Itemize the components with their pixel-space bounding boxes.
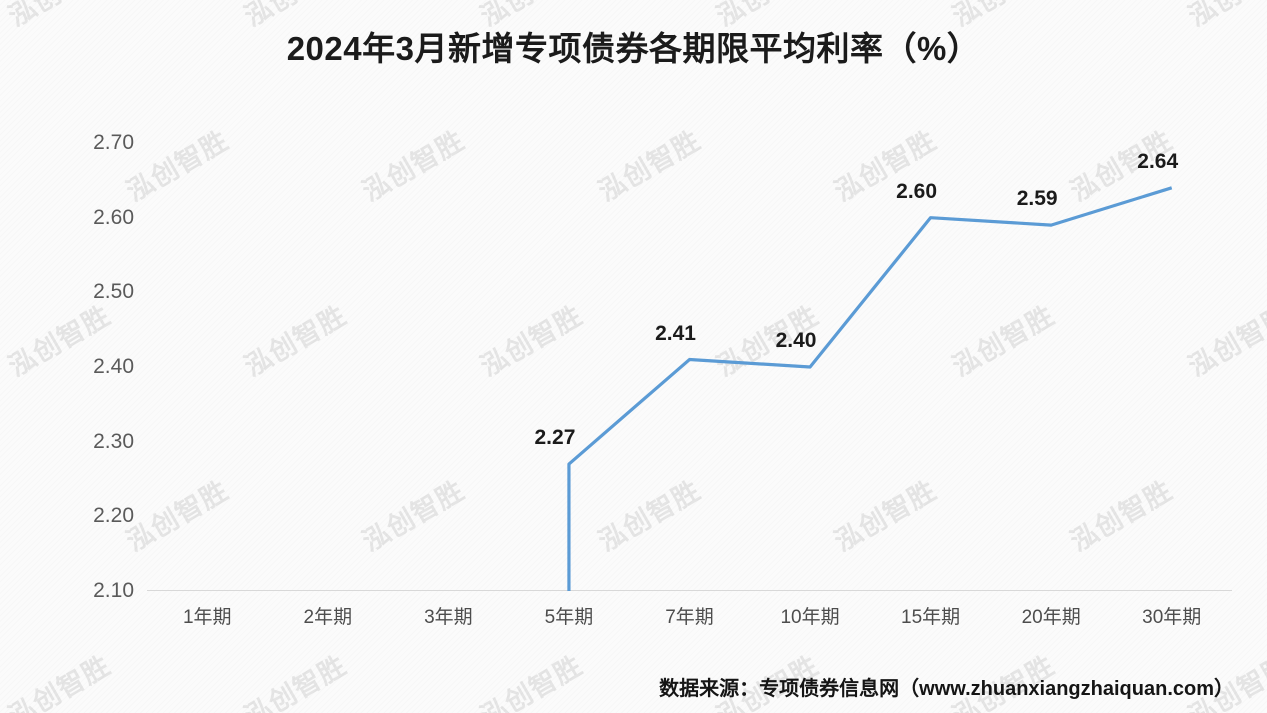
y-axis-tick-label: 2.60	[93, 205, 134, 229]
x-axis-tick-label: 7年期	[665, 607, 714, 628]
x-axis-tick-label: 10年期	[780, 607, 840, 628]
data-point-label: 2.59	[1016, 187, 1058, 211]
x-axis-tick-label: 2年期	[303, 607, 353, 628]
source-note: 数据来源：专项债券信息网（www.zhuanxiangzhaiquan.com）	[659, 678, 1234, 700]
data-point-label: 2.64	[1137, 149, 1179, 173]
data-point-label: 2.40	[775, 329, 817, 352]
x-axis-tick-label: 30年期	[1142, 607, 1202, 628]
x-axis-line	[147, 590, 1232, 591]
y-axis-tick-label: 2.30	[93, 429, 134, 453]
chart-title: 2024年3月新增专项债券各期限平均利率（%）	[286, 30, 981, 67]
data-point-label: 2.60	[896, 179, 938, 203]
data-point-label: 2.27	[534, 426, 576, 450]
y-axis-tick-label: 2.40	[93, 355, 134, 378]
y-axis-tick-label: 2.50	[93, 280, 134, 304]
plot-area: 2.70 2.60 2.50 2.40 2.30 2.20 2.10 2.27 2.41 2.4…	[93, 131, 1232, 628]
y-axis-tick-label: 2.70	[93, 131, 134, 154]
y-axis-tick-label: 2.20	[93, 504, 134, 528]
x-axis-tick-label: 20年期	[1021, 607, 1081, 628]
x-axis-tick-label: 3年期	[424, 607, 473, 628]
x-axis-tick-label: 15年期	[901, 607, 961, 628]
x-axis-tick-label: 5年期	[544, 607, 594, 628]
line-series	[567, 186, 1173, 591]
series-line	[567, 186, 1173, 591]
y-axis-tick-label: 2.10	[93, 579, 134, 602]
x-axis-tick-label: 1年期	[182, 607, 232, 628]
data-point-label: 2.41	[655, 321, 696, 345]
